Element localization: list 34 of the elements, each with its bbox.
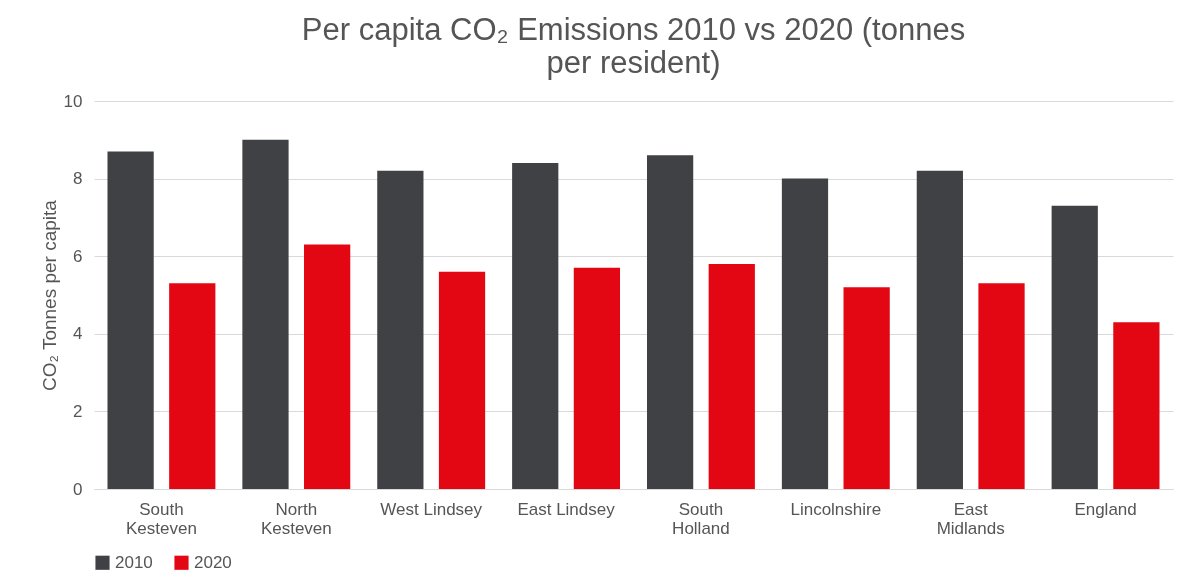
x-tick-label: East Lindsey [517,499,616,519]
y-tick-label: 6 [73,246,83,266]
y-tick-label: 2 [73,401,83,421]
y-tick-label: 10 [63,91,83,111]
y-tick-label: 8 [73,169,83,189]
bar [573,267,621,489]
y-tick-label: 0 [73,479,83,499]
x-tick-label: South Kesteven [125,499,197,538]
bar [916,170,963,489]
bar [646,155,694,489]
x-tick-label: South Holland [672,499,730,538]
bar [438,271,486,489]
bar [512,163,559,489]
bar [781,178,829,489]
y-axis-title: CO₂ Tonnes per capita [38,199,60,391]
bar [242,139,289,489]
bar [377,170,424,489]
x-tick-label: East Midlands [936,499,1005,538]
bar [1113,322,1160,489]
bar [304,244,351,489]
x-tick-label: North Kesteven [260,499,332,538]
bar [708,263,755,489]
x-tick-label: West Lindsey [380,499,483,519]
legend-label: 2020 [194,552,232,572]
x-tick-label: England [1074,499,1137,519]
chart-title: Per capita CO₂ Emissions 2010 vs 2020 (tonnes per resident) [301,12,966,80]
legend-label: 2010 [115,552,153,572]
x-tick-label: Lincolnshire [790,499,882,519]
bar [978,283,1025,489]
bar [169,283,216,489]
y-tick-label: 4 [73,324,83,344]
bar [107,151,154,489]
bar [843,287,890,489]
bar [1051,205,1098,489]
